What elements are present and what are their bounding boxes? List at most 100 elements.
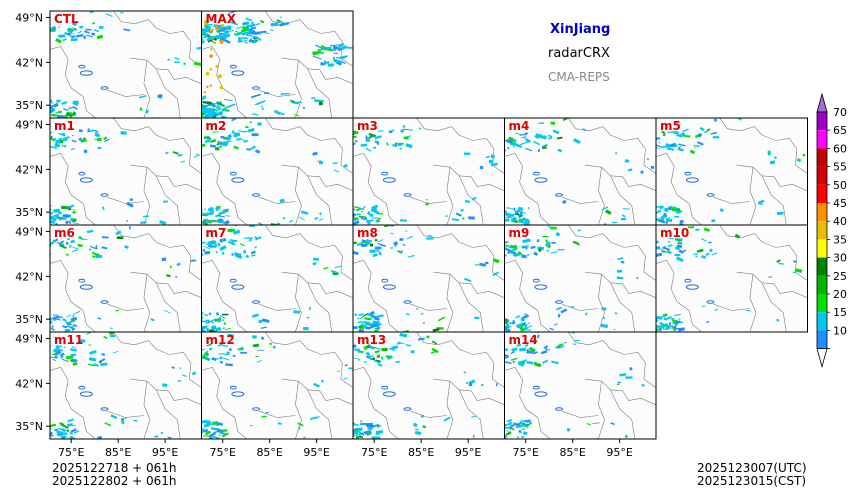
colorbar-segment (817, 203, 827, 222)
boundary-line (143, 167, 151, 225)
echo-patch (344, 363, 348, 367)
echo-patch (213, 220, 219, 223)
echo-patch (369, 243, 374, 247)
echo-patch (159, 220, 167, 225)
echo-patch (510, 357, 518, 361)
echo-patch (397, 142, 402, 147)
lon-tick-label: 85°E (256, 446, 282, 459)
echo-patch (73, 310, 81, 315)
echo-patch (212, 131, 219, 133)
echo-patch (605, 209, 612, 215)
echo-patch (353, 131, 359, 136)
echo-patch (358, 350, 364, 353)
lake (381, 171, 389, 176)
echo-patch (61, 358, 69, 362)
echo-patch (60, 114, 66, 118)
lon-tick-label: 95°E (152, 446, 178, 459)
echo-patch (376, 322, 382, 327)
echo-patch (332, 56, 336, 60)
echo-patch (532, 351, 538, 355)
echo-patch (365, 135, 368, 138)
map-background (504, 332, 656, 439)
echo-patch (506, 139, 513, 144)
boundary-line (201, 366, 248, 439)
echo-patch (215, 250, 218, 254)
echo-patch (201, 221, 209, 225)
colorbar-label: 60 (833, 142, 847, 155)
echo-patch (659, 205, 664, 210)
echo-patch (234, 252, 242, 257)
echo-patch (50, 432, 52, 436)
echo-patch (201, 103, 205, 109)
echo-patch (87, 129, 95, 133)
echo-patch (62, 108, 69, 112)
echo-patch (374, 346, 382, 350)
echo-patch (492, 258, 500, 264)
echo-patch (354, 205, 362, 210)
echo-patch (123, 28, 131, 32)
echo-patch (516, 343, 522, 347)
echo-patch (203, 355, 207, 359)
echo-patch (627, 168, 633, 172)
echo-patch (78, 137, 83, 142)
echo-patch (794, 268, 803, 273)
echo-patch (667, 131, 671, 134)
echo-patch (219, 245, 227, 252)
echo-patch (56, 99, 60, 102)
echo-patch (53, 209, 61, 213)
echo-patch (59, 99, 62, 102)
echo-patch (68, 220, 72, 224)
echo-patch (337, 370, 340, 373)
echo-patch (646, 158, 650, 161)
echo-patch (219, 239, 223, 243)
echo-patch (674, 253, 681, 257)
echo-patch (527, 207, 530, 209)
echo-patch (71, 346, 77, 349)
echo-patch (201, 35, 207, 40)
echo-patch (71, 424, 76, 427)
map-background (201, 118, 353, 225)
colorbar-segment (817, 257, 827, 276)
echo-patch (377, 363, 383, 367)
echo-patch (492, 271, 499, 277)
lake (555, 193, 563, 197)
panel-label: m13 (357, 333, 386, 347)
echo-patch (333, 58, 343, 65)
echo-patch (314, 216, 319, 220)
echo-patch (89, 349, 97, 355)
echo-patch (464, 199, 471, 204)
echo-patch (211, 357, 217, 362)
echo-patch (242, 22, 246, 25)
echo-patch (353, 422, 356, 426)
echo-patch (64, 328, 71, 332)
echo-patch (353, 433, 360, 437)
echo-patch (620, 261, 625, 264)
echo-patch (221, 37, 231, 44)
lake (534, 391, 548, 397)
echo-patch (71, 248, 79, 253)
echo-patch (366, 322, 373, 325)
echo-patch (601, 206, 609, 211)
echo-patch (121, 420, 125, 424)
echo-patch (215, 317, 221, 322)
echo-patch (367, 313, 373, 317)
echo-patch (662, 246, 671, 251)
echo-patch (133, 419, 138, 422)
panel-label: CTL (54, 12, 79, 26)
boundary-line (295, 167, 302, 225)
echo-patch (247, 31, 251, 35)
echo-patch (577, 229, 581, 232)
echo-patch (361, 241, 369, 244)
lake (231, 284, 245, 290)
echo-patch (215, 357, 220, 360)
echo-patch (254, 236, 262, 241)
echo-patch (43, 28, 48, 31)
colorbar-segment (817, 294, 827, 313)
echo-patch (341, 55, 346, 60)
echo-patch (668, 321, 672, 326)
echo-patch (574, 340, 580, 342)
boundary-line (416, 225, 505, 281)
echo-patch (252, 4, 261, 7)
lake (403, 300, 412, 304)
echo-patch (55, 37, 62, 44)
